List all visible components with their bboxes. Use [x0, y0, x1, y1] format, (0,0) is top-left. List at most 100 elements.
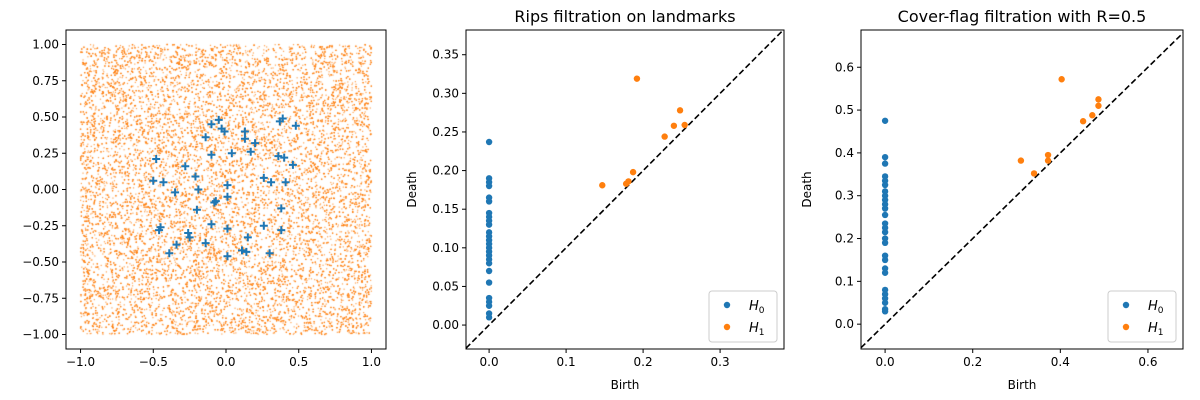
h0-point [881, 153, 889, 161]
x-tick-label: 0.2 [634, 355, 653, 369]
h0-point [485, 221, 493, 228]
h0-point [881, 228, 889, 236]
y-tick-label: 0.0 [835, 317, 854, 331]
y-tick-label: 0.25 [432, 125, 459, 139]
h1-point [599, 182, 606, 189]
h1-point [670, 122, 678, 129]
landmark-point [238, 246, 246, 255]
h1-point [681, 121, 688, 129]
legend-marker-h1 [1122, 323, 1130, 331]
h0-point [881, 239, 889, 247]
y-tick-label: 0.2 [835, 232, 854, 246]
y-tick-label: 0.30 [432, 86, 459, 100]
landmark-point [165, 249, 174, 258]
x-tick-label: −1.0 [66, 355, 95, 369]
landmark-point [220, 127, 229, 136]
y-tick-label: 0.3 [835, 189, 854, 203]
diagonal-line [465, 29, 784, 349]
landmark-point [159, 178, 168, 187]
legend-subscript: 0 [1158, 306, 1164, 316]
h1-point [661, 133, 668, 140]
landmark-point [171, 188, 180, 197]
x-tick-label: 0.2 [963, 355, 982, 369]
landmark-point [243, 233, 252, 242]
uniform-sample-cloud [66, 30, 386, 349]
landmark-point [246, 147, 255, 156]
y-tick-label: 0.35 [432, 48, 459, 62]
landmark-point [185, 233, 194, 242]
h1-point [1095, 102, 1102, 109]
h0-point [881, 308, 889, 315]
h1-point [625, 178, 632, 185]
landmark-point [223, 192, 232, 201]
y-tick-label: 0.1 [835, 274, 854, 288]
landmark-point [242, 247, 251, 256]
x-axis-label: Birth [611, 378, 640, 392]
axes-frame [465, 29, 785, 350]
x-tick-label: 0.0 [876, 355, 895, 369]
h1-point [1017, 157, 1025, 164]
x-tick-label: 1.0 [362, 355, 381, 369]
legend-subscript: 1 [759, 328, 765, 338]
landmark-point [288, 160, 297, 169]
h0-point [881, 160, 889, 167]
y-tick-label: 0.15 [432, 202, 459, 216]
legend-box [1107, 290, 1177, 343]
landmark-point [149, 176, 158, 185]
h1-point [1095, 96, 1102, 103]
h1-point [676, 107, 684, 114]
landmark-point [277, 204, 286, 213]
chart-title: Cover-flag filtration with R=0.5 [898, 7, 1147, 26]
h0-point [485, 314, 493, 321]
landmark-point [227, 149, 236, 158]
x-tick-label: 0.6 [1138, 355, 1157, 369]
landmark-point [259, 221, 268, 230]
h1-point [1030, 170, 1038, 177]
landmark-point [192, 205, 201, 214]
x-tick-label: 0.3 [711, 355, 730, 369]
landmark-point [172, 240, 181, 249]
x-tick-label: −0.5 [139, 355, 168, 369]
landmark-point [155, 226, 164, 235]
h0-point [881, 181, 889, 189]
y-tick-label: 0.25 [32, 146, 59, 160]
landmark-point [191, 172, 200, 181]
landmark-point [275, 117, 284, 126]
h1-point [1044, 157, 1052, 164]
h0-point [881, 256, 889, 264]
landmark-point [259, 173, 268, 182]
landmark-point [240, 134, 249, 143]
landmark-point [207, 220, 216, 229]
landmark-point [291, 121, 300, 130]
landmark-point [280, 153, 289, 162]
chart-title: Rips filtration on landmarks [514, 7, 735, 26]
legend-box [708, 290, 778, 343]
landmark-point [223, 181, 232, 190]
landmark-point [207, 150, 216, 159]
landmark-point [265, 249, 274, 258]
h0-point [485, 138, 493, 146]
legend-marker-h0 [1122, 301, 1130, 309]
y-tick-label: −0.50 [22, 255, 59, 269]
landmark-point [281, 178, 290, 187]
h1-point [1058, 76, 1065, 83]
landmark-point [211, 197, 220, 206]
landmark-point [194, 185, 203, 194]
landmark-point [267, 178, 276, 187]
y-tick-label: 0.00 [432, 318, 459, 332]
h1-point [1044, 151, 1052, 159]
y-tick-label: −0.75 [22, 291, 59, 305]
landmark-point [184, 229, 193, 237]
y-tick-label: 0.6 [835, 60, 854, 74]
y-tick-label: 1.00 [32, 38, 59, 52]
h0-point [881, 269, 889, 276]
subplot-1: −1.0 −0.5 0.0 0.5 1.0 −1.00 −0.75 −0.50 −0.25 0.0… [22, 29, 387, 369]
legend-subscript: 0 [759, 306, 765, 316]
x-tick-label: 0.4 [1051, 355, 1070, 369]
y-axis-label: Death [405, 171, 419, 207]
landmark-point [214, 115, 223, 124]
landmark-point [207, 120, 216, 129]
